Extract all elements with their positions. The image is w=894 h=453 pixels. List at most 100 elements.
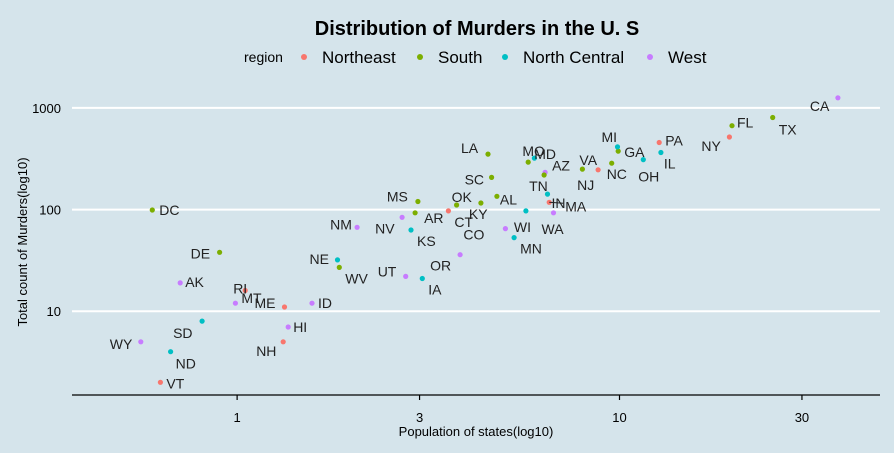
legend-key-north-central: [502, 54, 508, 60]
point-label-ar: AR: [424, 210, 443, 226]
point-ma: [546, 199, 552, 205]
point-ak: [177, 280, 183, 286]
leader-line-ma: [549, 201, 564, 204]
point-mn: [511, 235, 517, 241]
point-label-or: OR: [430, 258, 451, 274]
point-label-ct: CT: [454, 214, 473, 230]
point-nd: [168, 349, 174, 355]
point-label-ny: NY: [701, 138, 721, 154]
point-hi: [285, 324, 291, 330]
grid-lines: [72, 106, 880, 313]
y-axis-ticks: 10 100 1000: [32, 101, 61, 319]
point-label-wv: WV: [345, 270, 368, 286]
legend-key-west: [647, 54, 653, 60]
legend-key-northeast: [301, 54, 307, 60]
point-label-mt: MT: [241, 290, 262, 306]
point-il: [658, 149, 664, 156]
x-axis-title: Population of states(log10): [399, 424, 554, 439]
point-label-pa: PA: [665, 133, 683, 149]
point-label-dc: DC: [159, 202, 179, 218]
point-oh: [640, 157, 646, 163]
point-label-ut: UT: [378, 263, 397, 279]
point-label-ri: RI: [233, 281, 247, 297]
point-pa: [656, 139, 662, 146]
point-label-ia: IA: [428, 282, 442, 298]
point-label-oh: OH: [638, 169, 659, 185]
point-label-me: ME: [255, 295, 276, 311]
point-label-az: AZ: [552, 157, 570, 173]
point-label-ks: KS: [417, 233, 436, 249]
point-labels: ALAKAZARCACOCTDEDCFLGAHIIDILINIAKSKYLAME…: [110, 98, 830, 391]
point-ny: [726, 134, 733, 140]
point-label-ky: KY: [469, 206, 488, 222]
point-label-ne: NE: [310, 251, 329, 267]
point-label-tx: TX: [779, 122, 798, 138]
legend-key-south: [417, 54, 423, 60]
point-label-ga: GA: [624, 144, 645, 160]
point-tn: [541, 172, 547, 178]
point-label-vt: VT: [166, 375, 184, 391]
point-nv: [399, 214, 405, 220]
point-label-nm: NM: [330, 216, 352, 232]
point-ky: [478, 200, 484, 206]
legend-label: North Central: [523, 48, 624, 67]
point-sc: [489, 174, 495, 180]
point-label-nj: NJ: [577, 177, 594, 193]
point-label-il: IL: [664, 156, 676, 172]
point-label-nv: NV: [375, 220, 395, 236]
point-ia: [419, 275, 425, 282]
point-wy: [138, 339, 144, 345]
point-wv: [336, 264, 342, 270]
point-vt: [157, 379, 163, 385]
y-tick-label: 10: [47, 304, 61, 319]
point-la: [485, 151, 491, 157]
point-ct: [445, 208, 451, 214]
chart-title: Distribution of Murders in the U. S: [315, 18, 639, 40]
point-co: [502, 226, 508, 232]
legend-title: region: [244, 49, 283, 65]
point-nh: [280, 339, 286, 345]
point-label-ca: CA: [810, 98, 830, 114]
x-tick-label: 10: [612, 410, 626, 425]
point-label-ms: MS: [387, 189, 408, 205]
point-ar: [412, 210, 418, 216]
x-tick-label: 1: [233, 410, 240, 425]
point-label-al: AL: [500, 191, 517, 207]
point-nc: [609, 160, 615, 166]
point-label-mo: MO: [522, 143, 545, 159]
legend-label: West: [668, 48, 707, 67]
x-tick-label: 3: [416, 410, 423, 425]
point-tx: [770, 114, 776, 121]
point-label-ok: OK: [452, 189, 473, 205]
point-ri: [242, 287, 248, 294]
point-ks: [408, 227, 414, 233]
y-axis-title: Total count of Murders(log10): [15, 157, 30, 326]
point-mi: [614, 144, 621, 150]
point-or: [457, 252, 463, 258]
data-points: [138, 95, 841, 385]
point-me: [281, 304, 288, 310]
point-md: [525, 159, 531, 165]
point-label-la: LA: [461, 140, 479, 156]
point-ut: [403, 273, 409, 279]
point-label-wi: WI: [514, 219, 531, 235]
legend-label: South: [438, 48, 482, 67]
point-de: [217, 249, 223, 255]
point-label-hi: HI: [293, 319, 307, 335]
point-wi: [523, 208, 529, 214]
point-label-nc: NC: [607, 166, 627, 182]
point-mt: [232, 300, 238, 306]
point-label-nd: ND: [176, 356, 196, 372]
point-label-va: VA: [579, 152, 597, 168]
point-va: [579, 166, 586, 172]
point-label-fl: FL: [737, 115, 754, 131]
point-label-sd: SD: [173, 325, 192, 341]
y-tick-label: 100: [39, 203, 61, 218]
point-ne: [334, 257, 341, 263]
point-label-id: ID: [318, 295, 332, 311]
point-fl: [729, 123, 735, 129]
point-label-mn: MN: [520, 241, 542, 257]
point-label-sc: SC: [465, 171, 484, 187]
point-nj: [595, 167, 601, 173]
